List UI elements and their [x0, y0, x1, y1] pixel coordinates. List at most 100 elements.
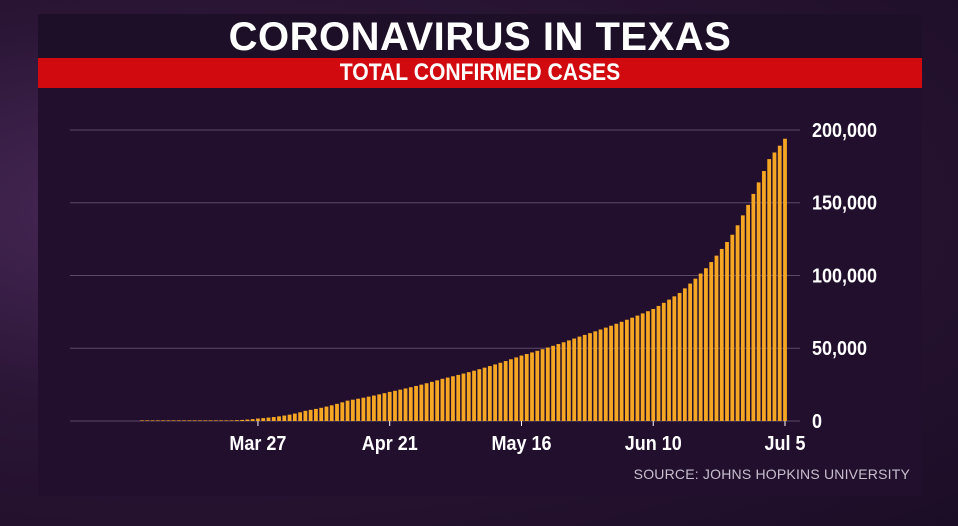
bar	[567, 340, 571, 421]
bar	[545, 347, 550, 421]
bar	[472, 370, 476, 421]
bar	[698, 273, 703, 421]
bar	[324, 406, 329, 421]
bar	[656, 305, 661, 421]
bar	[498, 362, 503, 421]
bar	[171, 420, 176, 421]
bar	[762, 171, 766, 421]
bar	[261, 418, 266, 421]
bar	[509, 359, 513, 421]
bar	[319, 407, 324, 421]
bar	[345, 400, 350, 421]
bar	[619, 321, 624, 421]
bar	[445, 377, 450, 421]
bar	[187, 420, 192, 421]
bar	[282, 415, 287, 421]
bar	[140, 420, 144, 421]
bar	[630, 317, 635, 421]
bar	[166, 420, 171, 421]
bar	[366, 396, 371, 421]
x-tick-label: Jul 5	[764, 433, 805, 455]
x-tick-label: Apr 21	[362, 433, 418, 455]
bar	[614, 323, 619, 421]
bar	[266, 417, 271, 421]
chart-title: CORONAVIRUS IN TEXAS	[228, 15, 732, 59]
x-tick-label: Jun 10	[625, 433, 682, 455]
bar	[308, 409, 313, 421]
bar	[677, 292, 682, 421]
bar	[314, 408, 318, 421]
bar	[730, 234, 735, 421]
bar	[704, 268, 708, 421]
bar	[598, 329, 603, 421]
bar	[451, 376, 455, 421]
bar	[682, 288, 687, 421]
bar	[161, 420, 165, 421]
y-tick-label: 0	[812, 411, 822, 433]
bar	[487, 366, 492, 421]
bar	[735, 225, 740, 421]
bar	[182, 420, 187, 421]
bar	[772, 152, 777, 421]
bar	[150, 420, 155, 421]
bar	[256, 418, 260, 421]
y-tick-label: 100,000	[812, 266, 877, 288]
subtitle-banner: TOTAL CONFIRMED CASES	[38, 58, 922, 88]
bar	[403, 388, 408, 421]
bar	[429, 381, 434, 421]
y-tick-label: 150,000	[812, 193, 877, 215]
x-tick-label: May 16	[491, 433, 551, 455]
bar	[377, 394, 382, 421]
bar	[661, 302, 666, 421]
bar	[719, 248, 724, 421]
bar	[777, 145, 782, 421]
bar	[493, 364, 498, 421]
bar	[672, 296, 677, 421]
bar	[387, 391, 392, 421]
source-credit: SOURCE: JOHNS HOPKINS UNIVERSITY	[633, 466, 910, 482]
bar	[751, 193, 756, 421]
bar	[577, 336, 582, 421]
bar	[646, 311, 650, 421]
bar	[530, 352, 534, 421]
bar	[756, 182, 761, 421]
bar	[229, 420, 234, 421]
bar	[198, 420, 202, 421]
bar	[203, 420, 208, 421]
bar	[372, 395, 376, 421]
bar	[593, 331, 598, 421]
bar	[514, 357, 519, 421]
bar	[287, 414, 292, 421]
bar	[461, 373, 466, 421]
bar	[688, 283, 693, 421]
bar	[176, 420, 181, 421]
bar	[640, 313, 645, 421]
bar	[519, 355, 524, 421]
bar	[651, 308, 656, 421]
bar	[192, 420, 197, 421]
bar	[208, 420, 213, 421]
bar	[224, 420, 229, 421]
bar	[329, 405, 334, 421]
bar	[340, 402, 345, 421]
bar	[783, 138, 787, 422]
x-tick-label: Mar 27	[229, 433, 286, 455]
bar	[382, 393, 387, 421]
bar	[435, 380, 440, 421]
bar	[361, 397, 366, 421]
bar	[524, 353, 529, 421]
bar	[350, 399, 355, 421]
bar	[709, 262, 714, 421]
bar	[624, 319, 629, 421]
bar	[219, 420, 223, 421]
bar	[234, 420, 239, 421]
bar	[540, 349, 545, 421]
bar	[356, 398, 360, 421]
bar	[588, 333, 592, 421]
bar	[419, 384, 424, 421]
bar	[408, 387, 413, 421]
bar	[535, 350, 540, 421]
bar	[292, 413, 297, 421]
bar	[145, 420, 150, 421]
